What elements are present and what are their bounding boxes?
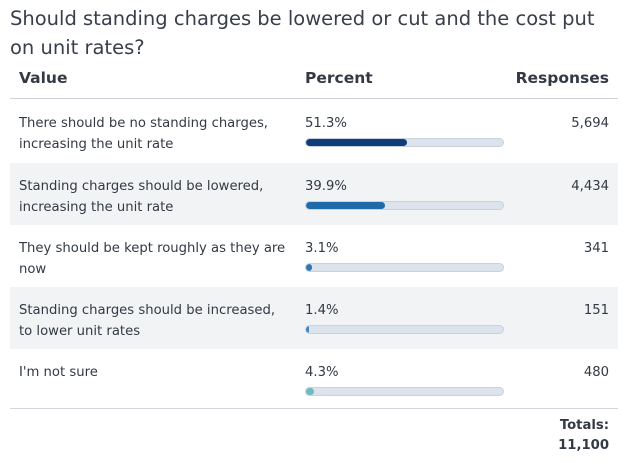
row-responses: 480 xyxy=(583,365,609,380)
row-responses: 4,434 xyxy=(571,179,609,194)
percent-bar-fill xyxy=(306,326,309,333)
row-percent: 1.4% xyxy=(305,303,339,318)
table-row: Standing charges should be lowered, incr… xyxy=(10,163,618,225)
percent-bar-track xyxy=(305,201,504,210)
column-header-value: Value xyxy=(19,69,68,87)
row-percent: 4.3% xyxy=(305,365,339,380)
footer-divider xyxy=(10,408,618,409)
poll-question-title: Should standing charges be lowered or cu… xyxy=(10,7,595,59)
totals: Totals: 11,100 xyxy=(558,416,609,456)
table-row: Standing charges should be increased, to… xyxy=(10,287,618,349)
row-label: There should be no standing charges, inc… xyxy=(19,116,269,152)
row-percent: 39.9% xyxy=(305,179,347,194)
row-percent: 51.3% xyxy=(305,116,347,131)
percent-bar-track xyxy=(305,387,504,396)
header-divider xyxy=(10,98,618,99)
row-label: Standing charges should be increased, to… xyxy=(19,303,276,339)
row-responses: 5,694 xyxy=(571,116,609,131)
percent-bar-fill xyxy=(306,202,385,209)
row-label: They should be kept roughly as they are … xyxy=(19,241,286,277)
table-row: They should be kept roughly as they are … xyxy=(10,225,618,287)
row-responses: 341 xyxy=(583,241,609,256)
table-row: I'm not sure 4.3% 480 xyxy=(10,349,618,411)
row-responses: 151 xyxy=(583,303,609,318)
row-percent: 3.1% xyxy=(305,241,339,256)
percent-bar-track xyxy=(305,263,504,272)
row-label: Standing charges should be lowered, incr… xyxy=(19,179,264,215)
column-header-percent: Percent xyxy=(305,69,373,87)
totals-value: 11,100 xyxy=(558,438,609,453)
totals-label: Totals: xyxy=(559,418,609,433)
percent-bar-fill xyxy=(306,139,408,146)
percent-bar-track xyxy=(305,138,504,147)
column-header-responses: Responses xyxy=(515,69,609,87)
percent-bar-fill xyxy=(306,264,313,271)
row-label: I'm not sure xyxy=(19,365,98,380)
percent-bar-track xyxy=(305,325,504,334)
percent-bar-fill xyxy=(306,388,315,395)
table-row: There should be no standing charges, inc… xyxy=(10,100,618,162)
